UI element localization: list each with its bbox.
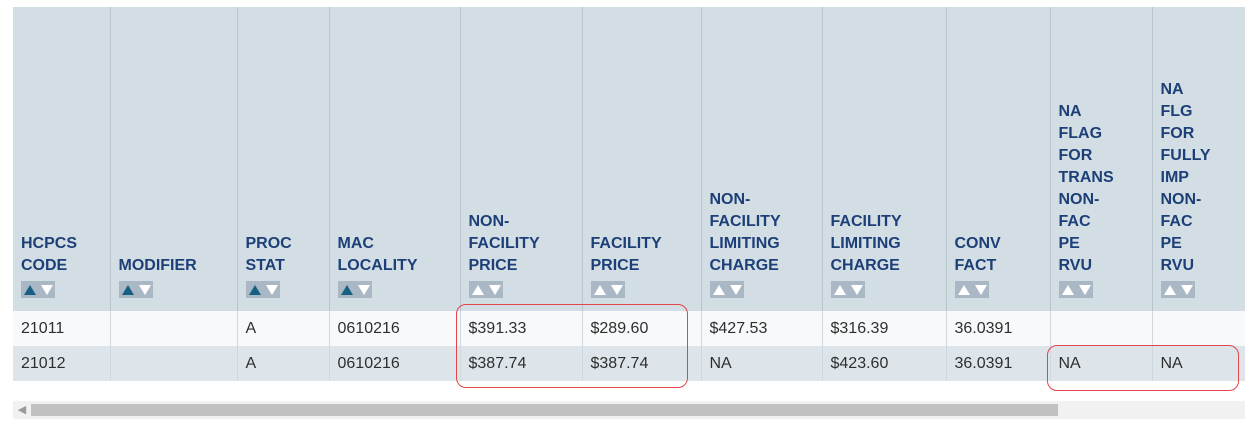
horizontal-scrollbar[interactable]: ◀ bbox=[13, 401, 1245, 419]
sort-descending-icon[interactable] bbox=[354, 281, 372, 298]
column-header-label: MAC LOCALITY bbox=[337, 235, 418, 274]
sort-ascending-icon[interactable] bbox=[21, 281, 38, 298]
sort-ascending-icon[interactable] bbox=[709, 281, 727, 298]
table-cell: 36.0391 bbox=[946, 311, 1051, 346]
sort-ascending-icon[interactable] bbox=[830, 281, 848, 298]
table-cell: 21011 bbox=[13, 311, 111, 346]
sort-descending-icon[interactable] bbox=[1177, 281, 1195, 298]
sort-controls bbox=[468, 281, 503, 298]
sort-controls bbox=[709, 281, 744, 298]
sort-controls bbox=[954, 281, 989, 298]
table-body: 21011 A 0610216 $391.33 $289.60 $427.53 $316.3… bbox=[13, 311, 1245, 381]
column-header: FACILITY PRICE bbox=[582, 7, 702, 311]
column-header-label: PROC STAT bbox=[245, 235, 292, 274]
column-header-label: NA FLAG FOR TRANS NON- FAC PE RVU bbox=[1058, 103, 1114, 274]
sort-descending-icon[interactable] bbox=[726, 281, 744, 298]
table-cell: 0610216 bbox=[329, 346, 461, 381]
sort-ascending-icon[interactable] bbox=[1160, 281, 1178, 298]
table-cell: $423.60 bbox=[822, 346, 947, 381]
table-cell: A bbox=[237, 311, 330, 346]
column-header-label: FACILITY LIMITING CHARGE bbox=[830, 213, 902, 274]
sort-ascending-icon[interactable] bbox=[954, 281, 972, 298]
column-header-label: MODIFIER bbox=[118, 257, 197, 274]
sort-descending-icon[interactable] bbox=[1075, 281, 1093, 298]
sort-ascending-icon[interactable] bbox=[590, 281, 608, 298]
chevron-left-icon[interactable]: ◀ bbox=[17, 404, 27, 416]
sort-descending-icon[interactable] bbox=[607, 281, 625, 298]
column-header-label: NON- FACILITY LIMITING CHARGE bbox=[709, 191, 781, 274]
sort-controls bbox=[245, 281, 280, 298]
table-header-row: HCPCS CODE MODIFIER PROC STAT MAC LOCALITY N… bbox=[13, 7, 1245, 311]
table-cell: $289.60 bbox=[582, 311, 702, 346]
column-header-label: HCPCS CODE bbox=[21, 235, 78, 274]
sort-descending-icon[interactable] bbox=[485, 281, 503, 298]
column-header-label: FACILITY PRICE bbox=[590, 235, 662, 274]
table-cell bbox=[110, 311, 238, 346]
sort-ascending-icon[interactable] bbox=[118, 281, 136, 298]
table-cell: 0610216 bbox=[329, 311, 461, 346]
table-cell bbox=[1152, 311, 1245, 346]
table-cell bbox=[110, 346, 238, 381]
sort-ascending-icon[interactable] bbox=[245, 281, 263, 298]
column-header: NON- FACILITY PRICE bbox=[460, 7, 583, 311]
column-header-label: NA FLG FOR FULLY IMP NON- FAC PE RVU bbox=[1160, 81, 1211, 274]
sort-controls bbox=[118, 281, 153, 298]
sort-ascending-icon[interactable] bbox=[1058, 281, 1076, 298]
sort-controls bbox=[21, 281, 55, 298]
table-row: 21012 A 0610216 $387.74 $387.74 NA $423.60 36.0… bbox=[13, 346, 1245, 381]
table-cell: NA bbox=[1050, 346, 1153, 381]
column-header: MAC LOCALITY bbox=[329, 7, 461, 311]
sort-ascending-icon[interactable] bbox=[468, 281, 486, 298]
sort-controls bbox=[830, 281, 865, 298]
column-header-label: CONV FACT bbox=[954, 235, 1001, 274]
column-header: MODIFIER bbox=[110, 7, 238, 311]
column-header: PROC STAT bbox=[237, 7, 330, 311]
sort-descending-icon[interactable] bbox=[262, 281, 280, 298]
sort-ascending-icon[interactable] bbox=[337, 281, 355, 298]
sort-controls bbox=[337, 281, 372, 298]
table-cell: $427.53 bbox=[701, 311, 823, 346]
scrollbar-thumb[interactable] bbox=[31, 404, 1058, 416]
sort-descending-icon[interactable] bbox=[847, 281, 865, 298]
table-cell: NA bbox=[701, 346, 823, 381]
sort-descending-icon[interactable] bbox=[38, 281, 55, 298]
sort-descending-icon[interactable] bbox=[135, 281, 153, 298]
fee-schedule-table: HCPCS CODE MODIFIER PROC STAT MAC LOCALITY N… bbox=[13, 7, 1245, 381]
column-header: HCPCS CODE bbox=[13, 7, 111, 311]
table-cell: 21012 bbox=[13, 346, 111, 381]
table-row: 21011 A 0610216 $391.33 $289.60 $427.53 $316.3… bbox=[13, 311, 1245, 346]
column-header: FACILITY LIMITING CHARGE bbox=[822, 7, 947, 311]
table-cell: $316.39 bbox=[822, 311, 947, 346]
table-cell: $387.74 bbox=[582, 346, 702, 381]
table-cell: 36.0391 bbox=[946, 346, 1051, 381]
sort-controls bbox=[1160, 281, 1195, 298]
column-header: NA FLAG FOR TRANS NON- FAC PE RVU bbox=[1050, 7, 1153, 311]
table-cell: A bbox=[237, 346, 330, 381]
table-cell: $391.33 bbox=[460, 311, 583, 346]
column-header: NA FLG FOR FULLY IMP NON- FAC PE RVU bbox=[1152, 7, 1245, 311]
column-header-label: NON- FACILITY PRICE bbox=[468, 213, 540, 274]
table-cell bbox=[1050, 311, 1153, 346]
highlight-na-flag-columns bbox=[1047, 345, 1239, 391]
table-cell: $387.74 bbox=[460, 346, 583, 381]
sort-descending-icon[interactable] bbox=[971, 281, 989, 298]
highlight-price-columns bbox=[456, 304, 688, 388]
sort-controls bbox=[590, 281, 625, 298]
sort-controls bbox=[1058, 281, 1093, 298]
column-header: CONV FACT bbox=[946, 7, 1051, 311]
column-header: NON- FACILITY LIMITING CHARGE bbox=[701, 7, 823, 311]
